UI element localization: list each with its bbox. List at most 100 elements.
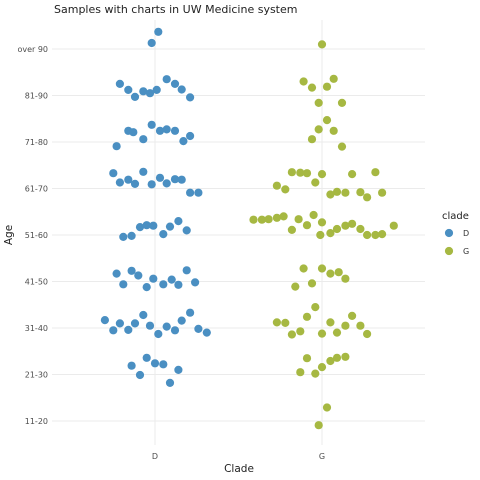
data-point-g <box>348 219 357 228</box>
data-point-g <box>307 83 317 92</box>
data-point-d <box>162 75 171 84</box>
data-point-d <box>147 38 156 48</box>
data-point-d <box>130 179 140 188</box>
data-point-d <box>149 274 158 283</box>
data-point-g <box>281 318 290 327</box>
x-axis-label: Clade <box>224 463 254 475</box>
data-point-d <box>112 269 121 278</box>
data-point-d <box>162 179 171 188</box>
y-tick-label: 41-50 <box>25 278 48 287</box>
data-point-d <box>177 85 186 94</box>
data-point-g <box>332 224 342 234</box>
data-point-d <box>174 280 183 289</box>
data-point-g <box>322 116 332 125</box>
data-point-g <box>311 369 320 378</box>
data-point-g <box>272 213 281 222</box>
data-point-g <box>341 274 350 283</box>
data-point-g <box>326 356 335 366</box>
data-point-d <box>159 230 168 239</box>
data-point-d <box>147 180 156 189</box>
data-point-d <box>194 188 203 197</box>
data-point-g <box>329 74 338 83</box>
y-tick-label: over 90 <box>17 45 48 54</box>
legend-key-g <box>444 246 454 256</box>
data-point-d <box>191 278 200 287</box>
data-point-d <box>167 275 176 284</box>
data-point-g <box>302 354 312 363</box>
data-point-d <box>150 359 160 368</box>
x-tick-label: G <box>319 452 325 461</box>
data-point-g <box>326 190 335 199</box>
chart-title: Samples with charts in UW Medicine syste… <box>54 3 297 16</box>
data-point-g <box>332 353 342 362</box>
data-point-g <box>356 321 365 330</box>
data-point-d <box>182 266 191 275</box>
data-point-d <box>142 353 151 362</box>
legend-label: G <box>463 247 469 256</box>
data-point-g <box>332 328 342 337</box>
data-point-g <box>317 363 327 372</box>
data-point-g <box>299 264 308 273</box>
data-point-g <box>307 135 317 144</box>
data-point-g <box>294 215 303 224</box>
data-point-g <box>341 352 350 361</box>
y-tick-label: 61-70 <box>25 185 48 194</box>
data-point-g <box>389 221 398 230</box>
data-point-d <box>177 175 186 184</box>
data-point-d <box>130 92 140 101</box>
data-point-d <box>124 325 133 334</box>
data-point-d <box>177 316 186 325</box>
data-point-d <box>147 120 156 129</box>
legend: clade DG <box>442 211 469 256</box>
legend-key-d <box>444 228 454 238</box>
data-point-d <box>170 175 180 184</box>
data-point-g <box>317 264 327 273</box>
data-point-g <box>348 170 357 179</box>
data-point-d <box>174 365 183 374</box>
data-point-d <box>170 126 180 135</box>
data-point-d <box>109 169 118 178</box>
data-point-d <box>194 324 203 333</box>
data-point-g <box>317 170 327 179</box>
data-point-d <box>119 232 128 241</box>
data-point-d <box>139 87 148 96</box>
data-point-d <box>135 223 145 232</box>
data-point-g <box>287 168 296 177</box>
data-point-g <box>378 230 387 239</box>
data-point-g <box>329 126 338 135</box>
data-point-g <box>332 187 342 196</box>
data-point-g <box>341 188 350 197</box>
data-point-g <box>249 215 258 224</box>
data-point-d <box>186 308 195 317</box>
data-point-d <box>130 319 140 328</box>
data-point-d <box>159 280 168 289</box>
legend-label: D <box>463 229 469 238</box>
data-point-g <box>296 368 305 377</box>
data-point-g <box>302 221 312 230</box>
data-point-g <box>302 312 312 321</box>
y-tick-label: 81-90 <box>25 92 48 101</box>
data-point-g <box>356 224 365 234</box>
data-point-g <box>322 403 332 412</box>
data-point-d <box>142 283 151 292</box>
data-point-d <box>174 217 183 226</box>
data-point-d <box>127 266 136 275</box>
data-point-g <box>371 168 380 177</box>
data-point-g <box>337 142 347 151</box>
data-point-d <box>145 321 155 330</box>
data-point-g <box>363 193 372 202</box>
data-point-d <box>109 326 118 335</box>
x-tick-label: D <box>152 452 158 461</box>
data-point-d <box>112 142 121 151</box>
data-point-d <box>127 231 136 240</box>
data-point-g <box>302 169 312 178</box>
data-point-g <box>272 318 281 327</box>
data-point-d <box>139 135 148 144</box>
data-point-d <box>162 125 171 134</box>
data-point-g <box>378 188 387 197</box>
data-point-d <box>127 361 136 370</box>
data-point-d <box>152 85 161 94</box>
data-point-g <box>317 329 327 338</box>
data-point-g <box>296 327 305 336</box>
